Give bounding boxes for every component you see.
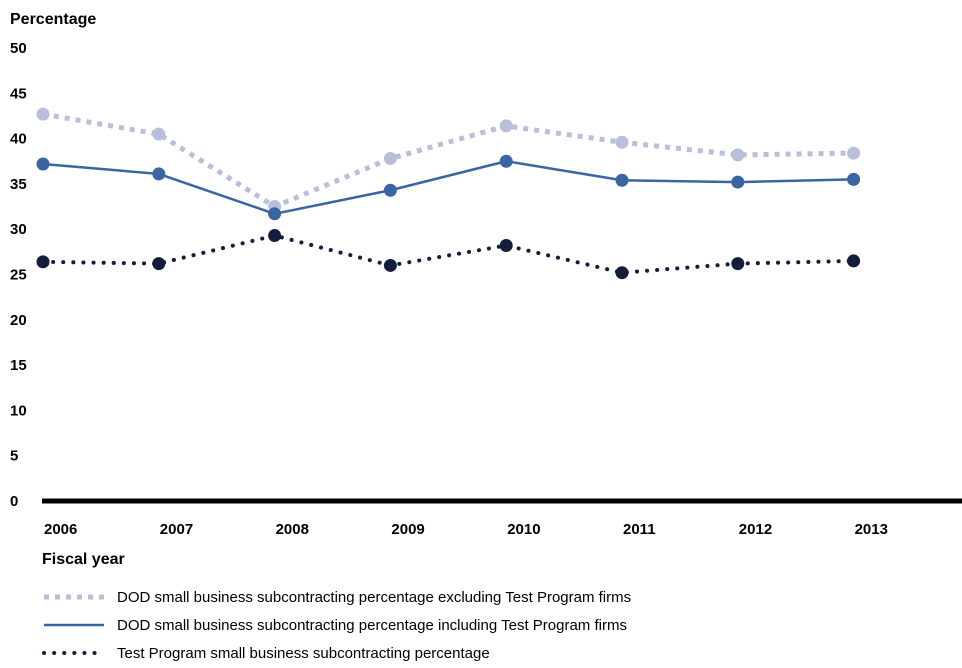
data-point-series-2 [268, 207, 282, 221]
series-line-3 [41, 233, 856, 275]
data-point-series-3 [731, 257, 745, 271]
data-point-series-1 [847, 146, 861, 160]
x-tick-label: 2012 [739, 521, 772, 538]
y-tick-label: 50 [10, 40, 27, 57]
data-point-series-1 [499, 119, 513, 133]
legend: DOD small business subcontracting percen… [42, 589, 631, 662]
data-point-series-3 [499, 239, 513, 253]
data-point-series-2 [847, 172, 861, 186]
data-point-series-2 [499, 154, 513, 168]
data-point-series-3 [152, 257, 166, 271]
x-tick-label: 2007 [160, 521, 193, 538]
x-tick-label: 2011 [623, 521, 656, 538]
legend-label-1: DOD small business subcontracting percen… [117, 589, 631, 606]
y-tick-labels: 0 5 10 15 20 25 30 35 40 45 50 [10, 40, 27, 510]
y-tick-label: 30 [10, 221, 27, 238]
y-tick-label: 35 [10, 176, 27, 193]
data-point-series-2 [615, 173, 629, 187]
y-tick-label: 20 [10, 312, 27, 329]
data-point-series-3 [847, 254, 861, 268]
x-tick-label: 2008 [276, 521, 309, 538]
x-tick-label: 2010 [507, 521, 540, 538]
y-axis-label: Percentage [10, 11, 96, 28]
y-tick-label: 25 [10, 267, 27, 284]
x-tick-label: 2013 [855, 521, 888, 538]
x-tick-label: 2006 [44, 521, 77, 538]
data-point-series-2 [383, 183, 397, 197]
series-points [36, 107, 861, 280]
data-point-series-3 [268, 229, 282, 243]
data-point-series-1 [36, 107, 50, 121]
y-tick-label: 0 [10, 493, 18, 510]
series-lines [41, 111, 856, 275]
y-tick-label: 10 [10, 402, 27, 419]
data-point-series-1 [731, 148, 745, 162]
data-point-series-3 [383, 258, 397, 272]
x-tick-labels: 2006 2007 2008 2009 2010 2011 2012 2013 [44, 521, 888, 538]
data-point-series-2 [152, 167, 166, 181]
x-axis-label: Fiscal year [42, 551, 125, 568]
y-tick-label: 15 [10, 357, 27, 374]
data-point-series-2 [731, 175, 745, 189]
series-line-2 [42, 160, 854, 216]
legend-label-2: DOD small business subcontracting percen… [117, 617, 627, 634]
y-tick-label: 45 [10, 85, 27, 102]
data-point-series-3 [615, 266, 629, 280]
x-tick-label: 2009 [391, 521, 424, 538]
data-point-series-3 [36, 255, 50, 269]
data-point-series-1 [383, 152, 397, 166]
series-line-1 [42, 111, 854, 210]
data-point-series-2 [36, 157, 50, 171]
data-point-series-1 [615, 135, 629, 149]
y-tick-label: 40 [10, 131, 27, 148]
y-tick-label: 5 [10, 448, 18, 465]
legend-label-3: Test Program small business subcontracti… [117, 645, 490, 662]
data-point-series-1 [152, 127, 166, 141]
